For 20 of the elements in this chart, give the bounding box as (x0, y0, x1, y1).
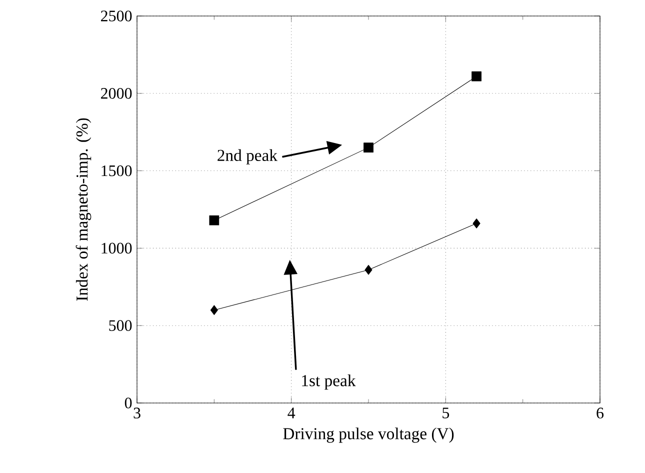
y-tick-label: 0 (124, 398, 132, 408)
point (364, 264, 372, 275)
x-tick-label: 3 (134, 408, 140, 418)
y-tick-label: 2500 (101, 10, 132, 22)
x-tick-label: 6 (596, 408, 604, 418)
annotation: 1st peak (302, 374, 356, 390)
annotation: 2nd peak (218, 149, 278, 164)
y-axis-title: Index of magneto-imp. (%) (76, 118, 92, 301)
point (364, 142, 374, 152)
x-tick-label: 4 (288, 408, 296, 418)
point (209, 215, 220, 226)
x-tick-label: 5 (442, 408, 450, 418)
point (472, 218, 480, 228)
y-tick-label: 2000 (101, 88, 132, 99)
point (472, 71, 482, 82)
y-tick-label: 1500 (102, 165, 132, 176)
y-tick-label: 500 (109, 320, 132, 331)
y-tick-label: 1000 (102, 242, 132, 254)
point (210, 305, 218, 316)
x-axis-title: Driving pulse voltage (V) (283, 428, 454, 443)
